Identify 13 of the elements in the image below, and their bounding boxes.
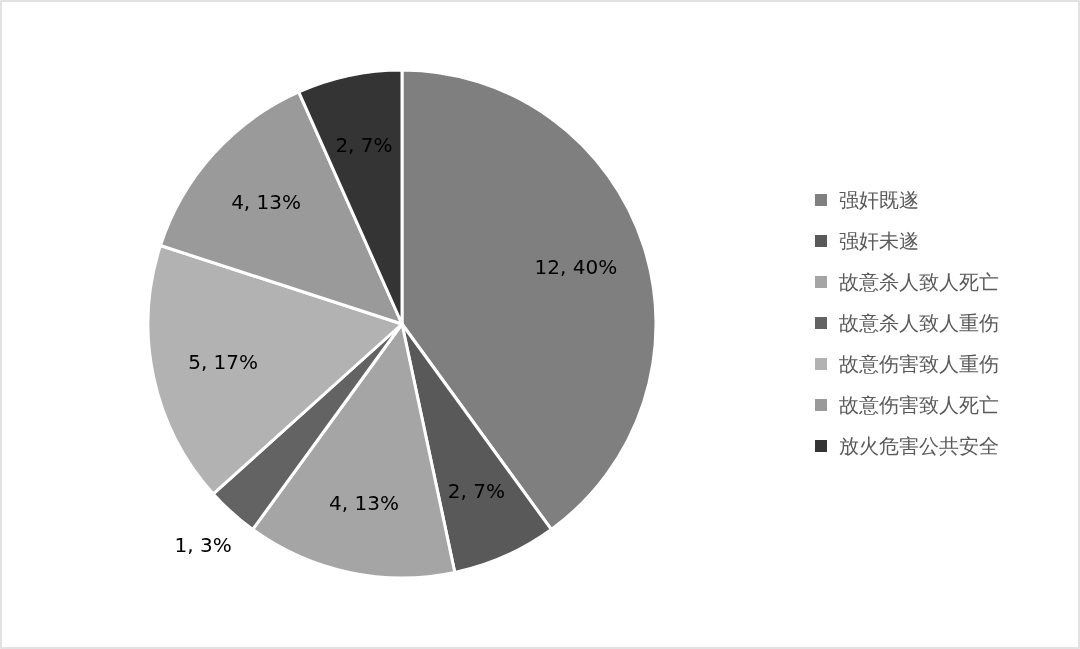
data-label: 12, 40%	[534, 255, 618, 280]
data-label: 4, 13%	[231, 189, 302, 214]
data-label: 2, 7%	[447, 479, 505, 504]
legend-label: 故意伤害致人死亡	[839, 393, 999, 417]
legend-label: 故意杀人致人死亡	[839, 270, 999, 294]
data-label: 4, 13%	[329, 490, 399, 515]
legend-label: 故意伤害致人重伤	[839, 352, 999, 376]
legend-label: 放火危害公共安全	[839, 434, 999, 458]
data-label: 5, 17%	[188, 350, 259, 375]
legend-label: 故意杀人致人重伤	[839, 311, 999, 335]
legend-label: 强奸未遂	[839, 229, 919, 253]
data-label: 1, 3%	[174, 532, 232, 557]
legend-label: 强奸既遂	[839, 188, 919, 212]
